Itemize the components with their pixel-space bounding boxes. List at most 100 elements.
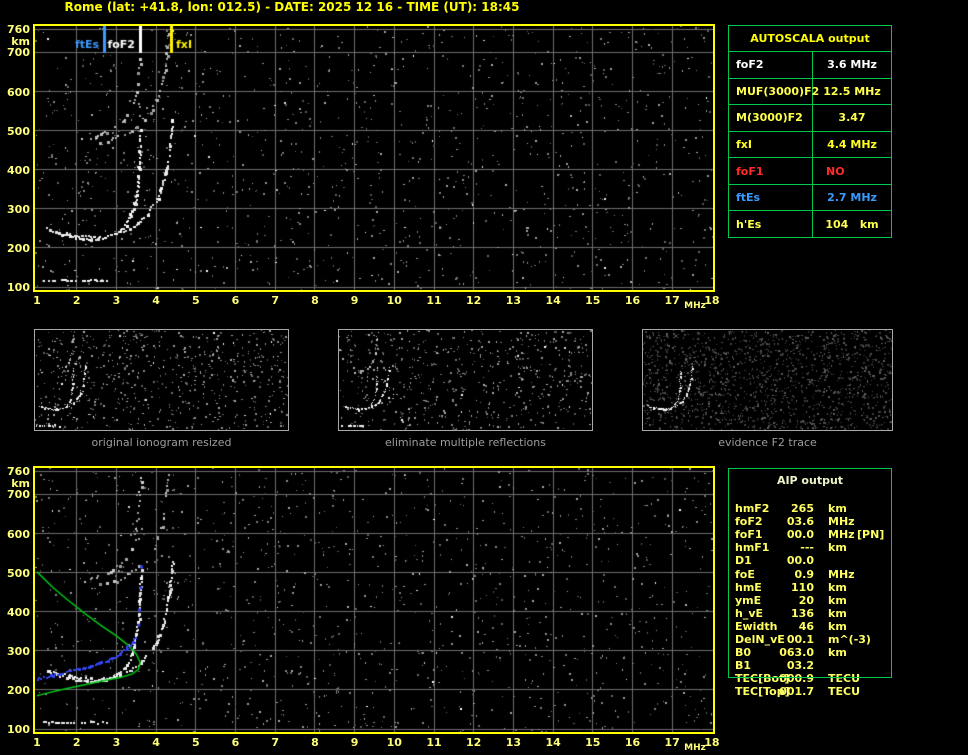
aip-row-foF1: foF1 00.0 MHz [PN] xyxy=(728,528,892,541)
aip-row-D1: D1 00.0 xyxy=(728,554,892,567)
aip-param-value: 00.0 xyxy=(786,528,814,542)
autoscala-param-value: NO xyxy=(826,164,845,178)
aip-param-label: B1 xyxy=(735,659,752,673)
autoscala-param-label: fxI xyxy=(729,131,813,158)
y-tick-700-plot0: 700 xyxy=(7,46,30,60)
x-axis-unit-plot0: MHz xyxy=(684,301,706,311)
top-ionogram-canvas xyxy=(35,26,713,290)
bottom-ionogram-canvas xyxy=(35,468,713,732)
x-tick-12-plot0: 12 xyxy=(466,294,482,307)
x-tick-7-plot1: 7 xyxy=(271,736,280,749)
aip-param-unit: km xyxy=(828,619,847,633)
aip-param-value: --- xyxy=(800,541,814,555)
x-tick-12-plot1: 12 xyxy=(466,736,482,749)
aip-param-value: 063.0 xyxy=(779,646,814,660)
aip-param-label: Ewidth xyxy=(735,619,778,633)
x-tick-13-plot1: 13 xyxy=(505,736,522,749)
autoscala-param-value: 12.5 MHz xyxy=(823,84,881,98)
aip-param-value: 000.9 xyxy=(779,672,814,686)
aip-param-label: D1 xyxy=(735,554,752,568)
aip-param-flag: [PN] xyxy=(857,528,885,542)
aip-param-unit: km xyxy=(828,646,847,660)
aip-row-foE: foE 0.9 MHz xyxy=(728,568,892,581)
x-tick-15-plot1: 15 xyxy=(585,736,601,749)
y-tick-200-plot0: 200 xyxy=(7,241,30,255)
y-tick-600-plot0: 600 xyxy=(7,85,30,99)
aip-row-TEC[Bot]: TEC[Bot] 000.9 TECU xyxy=(728,672,892,685)
autoscala-param-label: MUF(3000)F2 xyxy=(729,78,819,105)
aip-param-value: 03.2 xyxy=(786,659,814,673)
y-axis-unit-plot1: km xyxy=(11,477,30,490)
x-tick-16-plot0: 16 xyxy=(624,294,641,307)
x-tick-10-plot1: 10 xyxy=(386,736,402,749)
autoscala-param-label: foF2 xyxy=(729,52,813,78)
autoscala-output-table: AUTOSCALA output foF2 3.6 MHz MUF(3000)F2 1… xyxy=(728,25,892,238)
x-tick-5-plot0: 5 xyxy=(191,294,200,307)
thumbnail-1-canvas xyxy=(35,330,288,430)
x-tick-6-plot1: 6 xyxy=(231,736,240,749)
y-tick-100-plot0: 100 xyxy=(7,281,30,294)
aip-row-h_vE: h_vE 136 km xyxy=(728,607,892,620)
y-tick-760-plot1: 760 xyxy=(7,465,30,478)
aip-param-value: 00.0 xyxy=(786,554,814,568)
aip-param-unit: TECU xyxy=(828,672,861,686)
autoscala-param-label: h'Es xyxy=(729,211,813,238)
autoscala-row-fxI: fxI 4.4 MHz xyxy=(729,131,891,159)
aip-row-hmE: hmE 110 km xyxy=(728,581,892,594)
y-tick-100-plot1: 100 xyxy=(7,723,30,736)
thumbnail-3-canvas xyxy=(643,330,892,430)
aip-param-label: foE xyxy=(735,567,755,581)
autoscala-param-value: 2.7 MHz xyxy=(827,191,877,205)
x-tick-2-plot0: 2 xyxy=(72,294,81,307)
aip-param-unit: MHz xyxy=(828,528,855,542)
aip-param-unit: km xyxy=(828,593,847,607)
autoscala-param-label: ftEs xyxy=(729,184,813,211)
x-axis-unit-plot1: MHz xyxy=(684,743,706,753)
aip-row-DelN_vE: DelN_vE 00.1 m^(-3) xyxy=(728,633,892,646)
top-ionogram-plot xyxy=(33,24,715,292)
y-tick-700-plot1: 700 xyxy=(7,488,30,502)
autoscala-param-label: foF1 xyxy=(729,158,813,184)
x-tick-1-plot1: 1 xyxy=(33,736,41,749)
y-tick-500-plot0: 500 xyxy=(7,124,30,138)
x-tick-16-plot1: 16 xyxy=(624,736,641,749)
x-tick-1-plot0: 1 xyxy=(33,294,41,307)
thumbnail-2 xyxy=(338,329,593,431)
aip-param-value: 001.7 xyxy=(779,685,814,699)
x-tick-11-plot1: 11 xyxy=(426,736,442,749)
autoscala-param-value: 3.47 xyxy=(838,111,866,125)
y-tick-400-plot1: 400 xyxy=(7,605,30,619)
thumbnail-3-caption: evidence F2 trace xyxy=(718,436,817,449)
autoscala-row-MUF(3000)F2: MUF(3000)F2 12.5 MHz xyxy=(729,78,891,106)
aip-param-value: 00.1 xyxy=(786,633,814,646)
x-tick-6-plot0: 6 xyxy=(231,294,240,307)
x-tick-9-plot0: 9 xyxy=(350,294,359,307)
aip-param-unit: km xyxy=(828,580,847,594)
x-tick-9-plot1: 9 xyxy=(350,736,359,749)
aip-param-label: TEC[Bot] xyxy=(735,672,790,686)
x-tick-14-plot0: 14 xyxy=(545,294,561,307)
aip-row-hmF2: hmF2 265 km xyxy=(728,502,892,515)
page-title: Rome (lat: +41.8, lon: 012.5) - DATE: 20… xyxy=(64,0,520,14)
y-tick-600-plot1: 600 xyxy=(7,527,30,541)
aip-param-value: 46 xyxy=(798,619,814,633)
aip-param-label: hmF1 xyxy=(735,541,770,555)
x-tick-3-plot0: 3 xyxy=(112,294,121,307)
autoscala-row-M(3000)F2: M(3000)F2 3.47 xyxy=(729,105,891,132)
y-axis-unit-plot0: km xyxy=(11,35,30,48)
aip-param-unit: TECU xyxy=(828,685,861,699)
aip-row-ymE: ymE 20 km xyxy=(728,594,892,607)
x-tick-10-plot0: 10 xyxy=(386,294,402,307)
y-tick-300-plot1: 300 xyxy=(7,644,30,658)
aip-param-label: ymE xyxy=(735,593,762,607)
x-tick-17-plot1: 17 xyxy=(664,736,680,749)
autoscala-param-value: 104 km xyxy=(825,217,879,231)
autoscala-table-header: AUTOSCALA output xyxy=(729,26,891,52)
aip-param-label: hmE xyxy=(735,580,762,594)
aip-param-value: 265 xyxy=(791,502,814,515)
aip-param-unit: km xyxy=(828,541,847,555)
aip-param-unit: MHz xyxy=(828,515,855,529)
aip-param-unit: MHz xyxy=(828,567,855,581)
autoscala-row-ftEs: ftEs 2.7 MHz xyxy=(729,184,891,212)
